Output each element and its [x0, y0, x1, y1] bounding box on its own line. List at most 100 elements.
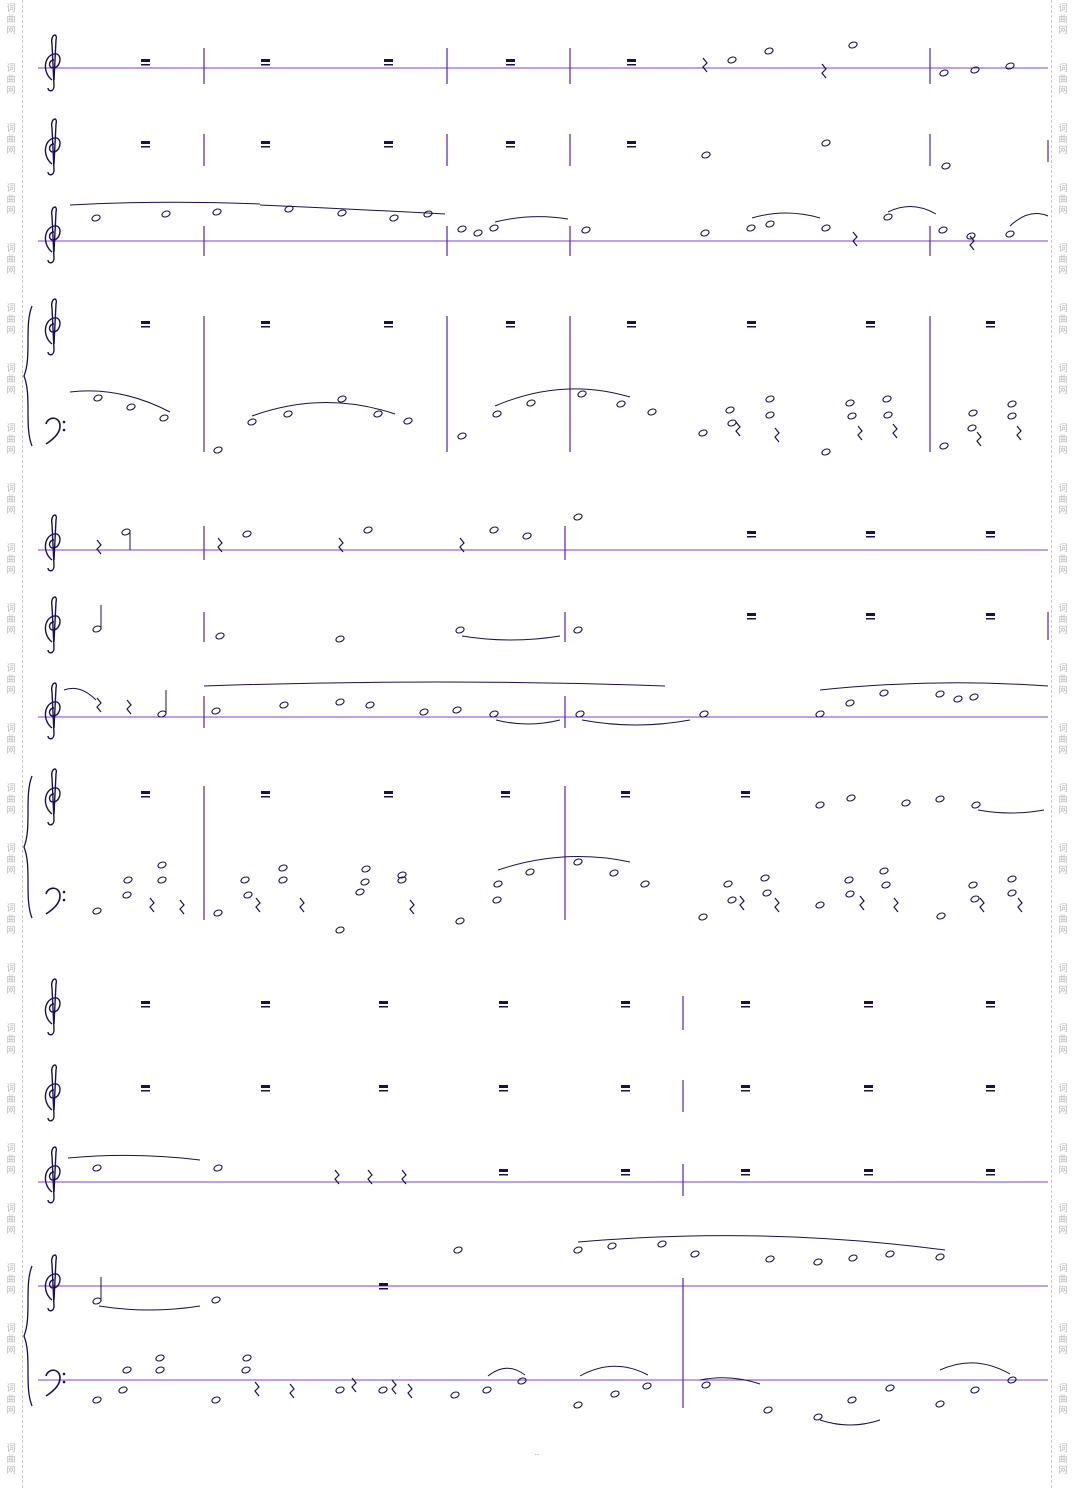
note-head-icon [727, 56, 737, 64]
note-head-icon [760, 874, 770, 882]
watermark-text: 词 曲 网 [1058, 724, 1068, 756]
quarter-rest-icon [893, 897, 899, 913]
note-head-icon [279, 701, 289, 709]
note-head-icon [92, 1164, 102, 1172]
quarter-rest-icon [401, 1169, 407, 1185]
note-head-icon [573, 513, 583, 521]
quarter-rest-icon [859, 895, 865, 911]
whole-rest-icon [864, 1169, 873, 1172]
note-head-icon [355, 888, 365, 896]
note-head-icon [122, 1366, 132, 1374]
tie-icon [581, 719, 691, 726]
note-head-icon [970, 66, 980, 74]
whole-rest-icon [747, 536, 756, 538]
quarter-rest-icon [976, 431, 982, 447]
quarter-rest-icon [852, 231, 858, 247]
note-head-icon [335, 635, 345, 643]
whole-rest-icon [141, 59, 150, 62]
watermark-text: 词 曲 网 [1058, 964, 1068, 996]
whole-rest-icon [627, 64, 636, 66]
note-head-icon [607, 1242, 617, 1250]
whole-rest-icon [506, 64, 515, 66]
whole-rest-icon [866, 613, 875, 616]
quarter-rest-icon [969, 235, 975, 251]
whole-rest-icon [986, 1090, 995, 1092]
note-head-icon [845, 699, 855, 707]
quarter-rest-icon [126, 699, 132, 715]
note-head-icon [492, 410, 502, 418]
note-head-icon [967, 424, 977, 432]
whole-rest-icon [141, 1001, 150, 1004]
whole-rest-icon [621, 1006, 630, 1008]
quarter-rest-icon [774, 427, 780, 443]
note-head-icon [526, 399, 536, 407]
note-head-icon [453, 1246, 463, 1254]
watermark-text: 词 曲 网 [1058, 904, 1068, 936]
whole-rest-icon [747, 326, 756, 328]
whole-rest-icon [499, 1001, 508, 1004]
note-head-icon [966, 232, 976, 240]
quarter-rest-icon [289, 1383, 295, 1399]
watermark-text: 词 曲 网 [1058, 424, 1068, 456]
whole-rest-icon [261, 1006, 270, 1008]
whole-rest-icon [261, 1001, 270, 1004]
whole-rest-icon [261, 59, 270, 62]
note-head-icon [657, 1240, 667, 1248]
note-head-icon [881, 881, 891, 889]
watermark-text: 词 曲 网 [6, 124, 16, 156]
whole-rest-icon [499, 1169, 508, 1172]
note-head-icon [92, 1297, 102, 1305]
note-head-icon [969, 693, 979, 701]
note-head-icon [700, 229, 710, 237]
watermark-text: 词 曲 网 [6, 544, 16, 576]
note-head-icon [493, 880, 503, 888]
note-head-icon [971, 801, 981, 809]
whole-rest-icon [501, 796, 510, 798]
note-head-icon [813, 1258, 823, 1266]
whole-rest-icon [384, 59, 393, 62]
note-head-icon [968, 409, 978, 417]
note-head-icon [698, 913, 708, 921]
slur-icon [203, 681, 666, 687]
treble-clef-icon [44, 682, 61, 740]
note-head-icon [92, 907, 102, 915]
note-head-icon [970, 1386, 980, 1394]
tie-icon [98, 1305, 201, 1311]
slur-icon [1009, 213, 1049, 227]
whole-rest-icon [379, 1085, 388, 1088]
note-head-icon [885, 1384, 895, 1392]
watermark-text: 词 曲 网 [6, 1324, 16, 1356]
watermark-text: 词 曲 网 [1058, 1264, 1068, 1296]
note-head-icon [727, 896, 737, 904]
whole-rest-icon [379, 1001, 388, 1004]
watermark-text: 词 曲 网 [1058, 1144, 1068, 1176]
whole-rest-icon [747, 531, 756, 534]
watermark-text: 词 曲 网 [1058, 844, 1068, 876]
quarter-rest-icon [459, 537, 465, 553]
note-head-icon [284, 205, 294, 213]
note-head-icon [939, 442, 949, 450]
whole-rest-icon [747, 618, 756, 620]
brace-icon [23, 305, 33, 447]
note-head-icon [815, 801, 825, 809]
whole-rest-icon [141, 1085, 150, 1088]
watermark-text: 词 曲 网 [1058, 64, 1068, 96]
quarter-rest-icon [857, 425, 863, 441]
note-head-icon [882, 395, 892, 403]
note-head-icon [378, 1386, 388, 1394]
whole-rest-icon [864, 1174, 873, 1176]
treble-clef-icon [44, 1254, 61, 1312]
note-head-icon [642, 1382, 652, 1390]
note-head-icon [935, 1253, 945, 1261]
watermark-text: 词 曲 网 [1058, 1384, 1068, 1416]
note-head-icon [360, 878, 370, 886]
whole-rest-icon [384, 146, 393, 148]
treble-clef-icon [44, 596, 61, 654]
note-head-icon [1005, 62, 1015, 70]
whole-rest-icon [141, 64, 150, 66]
note-head-icon [213, 446, 223, 454]
note-head-icon [517, 1377, 527, 1385]
note-head-icon [725, 406, 735, 414]
whole-rest-icon [864, 1085, 873, 1088]
note-head-icon [278, 876, 288, 884]
